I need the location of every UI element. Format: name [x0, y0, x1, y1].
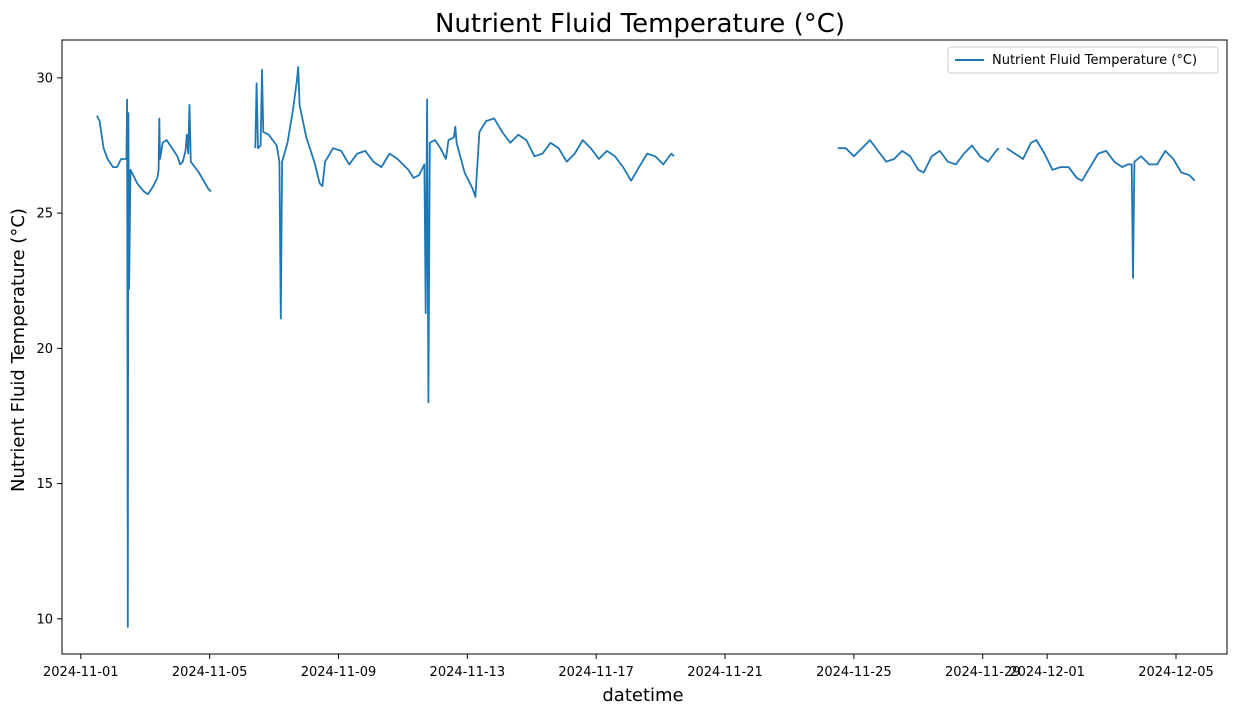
x-tick-label: 2024-11-01 — [43, 665, 119, 680]
legend: Nutrient Fluid Temperature (°C) — [947, 46, 1219, 74]
x-tick-label: 2024-11-13 — [430, 665, 506, 680]
y-tick-label: 10 — [36, 612, 53, 627]
y-axis: 10 15 20 25 30 — [36, 71, 62, 627]
legend-label: Nutrient Fluid Temperature (°C) — [992, 53, 1197, 68]
x-tick-label: 2024-11-25 — [816, 665, 892, 680]
y-tick-label: 20 — [36, 342, 53, 357]
y-tick-label: 25 — [36, 207, 53, 222]
y-tick-label: 30 — [36, 71, 53, 86]
chart-title: Nutrient Fluid Temperature (°C) — [435, 9, 845, 39]
series-line-segment — [1006, 139, 1196, 279]
series-line-segment — [96, 98, 212, 628]
legend-box — [947, 46, 1219, 74]
x-axis: 2024-11-01 2024-11-05 2024-11-09 2024-11-13… — [43, 654, 1214, 680]
x-tick-label: 2024-12-05 — [1138, 665, 1214, 680]
plot-area — [96, 66, 1196, 628]
x-tick-label: 2024-11-29 — [945, 665, 1021, 680]
plot-frame — [61, 39, 1228, 655]
x-tick-label: 2024-11-05 — [172, 665, 248, 680]
x-tick-label: 2024-11-17 — [558, 665, 634, 680]
x-tick-label: 2024-11-09 — [301, 665, 377, 680]
x-tick-label: 2024-12-01 — [1009, 665, 1085, 680]
y-tick-label: 15 — [36, 477, 53, 492]
series-line-segment — [254, 66, 675, 404]
y-axis-label: Nutrient Fluid Temperature (°C) — [8, 208, 29, 492]
x-tick-label: 2024-11-21 — [687, 665, 763, 680]
series-line-segment — [837, 139, 1000, 174]
x-axis-label: datetime — [602, 685, 683, 706]
